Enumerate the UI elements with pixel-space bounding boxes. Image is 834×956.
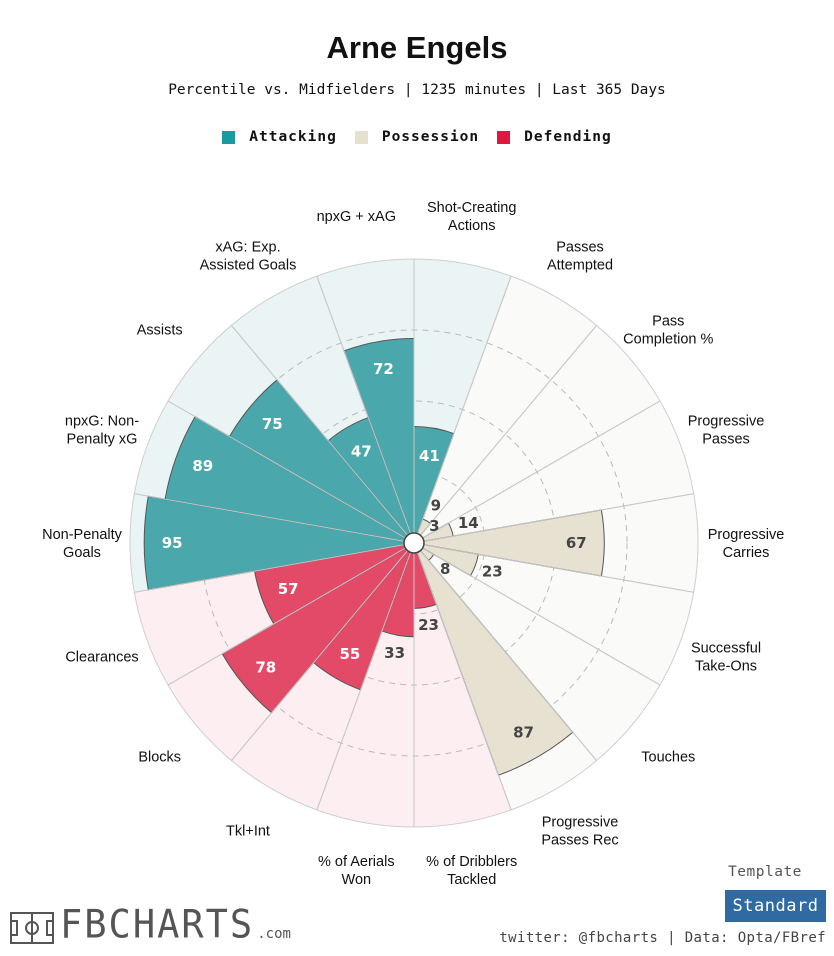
- value-label-progressive-passes: 14: [458, 514, 479, 532]
- value-label-progressive-carries: 67: [566, 534, 587, 552]
- value-label-non-penalty-goals: 95: [162, 534, 183, 552]
- category-label-touches: Touches: [641, 749, 695, 765]
- value-label-clearances: 57: [278, 580, 299, 598]
- value-label-assists: 75: [262, 415, 283, 433]
- category-label-non-penalty-goals: Non-Penalty Goals: [42, 527, 123, 561]
- legend-item-defending: Defending: [497, 129, 612, 145]
- sector-divider: [167, 542, 415, 686]
- category-label-npxg-non-penalty-xg: npxG: Non-Penalty xG: [65, 413, 139, 447]
- legend-label-attacking: Attacking: [249, 129, 337, 145]
- logo-dotcom: .com: [257, 926, 291, 942]
- category-label-tkl-int: Tkl+Int: [226, 824, 270, 840]
- category-label-progressive-passes: Progressive Passes: [688, 413, 765, 447]
- value-label-tkl-int: 55: [339, 645, 360, 663]
- value-label-shot-creating-actions: 41: [419, 447, 440, 465]
- legend-swatch-possession: [354, 130, 368, 144]
- sector-divider: [316, 542, 415, 811]
- chart-title: Arne Engels: [326, 30, 508, 65]
- value-label-pass-completion: 3: [429, 517, 439, 535]
- category-label-npxg-xag: npxG + xAG: [317, 209, 396, 225]
- sector-divider: [413, 542, 512, 811]
- value-label-passes-attempted: 9: [431, 496, 441, 514]
- sector-divider: [316, 275, 415, 544]
- sector-divider: [231, 542, 415, 761]
- sector-divider: [413, 542, 694, 593]
- credit-text: twitter: @fbcharts | Data: Opta/FBref: [499, 930, 826, 946]
- legend-label-defending: Defending: [524, 129, 612, 145]
- category-label-pass-completion: Pass Completion %: [623, 314, 713, 348]
- sector-divider: [167, 400, 415, 544]
- category-label-passes-attempted: Passes Attempted: [547, 240, 613, 274]
- value-label-successful-take-ons: 23: [482, 563, 503, 581]
- sector-divider: [413, 542, 661, 686]
- sector-divider: [134, 542, 415, 593]
- category-label-assists: Assists: [137, 323, 183, 339]
- value-label-npxg-non-penalty-xg: 89: [192, 457, 213, 475]
- value-label-touches: 8: [440, 560, 450, 578]
- value-label-of-aerials-won: 33: [384, 644, 405, 662]
- sector-divider: [413, 275, 512, 544]
- fbcharts-logo: FBCHARTS .com: [10, 904, 291, 944]
- value-label-blocks: 78: [255, 658, 276, 676]
- chart-subtitle: Percentile vs. Midfielders | 1235 minute…: [168, 82, 666, 98]
- pitch-icon: [10, 912, 54, 944]
- chart-category-labels: Shot-Creating Actions Passes Attempted Pass C…: [42, 200, 784, 888]
- sector-divider: [413, 493, 694, 544]
- category-label-progressive-passes-rec: Progressive Passes Rec: [541, 815, 618, 849]
- value-label-of-dribblers-tackled: 23: [418, 616, 439, 634]
- value-label-npxg-xag: 72: [373, 360, 394, 378]
- template-label: Template: [728, 864, 802, 880]
- legend-swatch-defending: [497, 130, 511, 144]
- category-label-of-aerials-won: % of Aerials Won: [318, 854, 395, 888]
- legend-label-possession: Possession: [381, 129, 480, 145]
- category-label-of-dribblers-tackled: % of Dribblers Tackled: [426, 854, 517, 888]
- chart-legend: Attacking Possession Defending: [0, 129, 834, 145]
- category-label-clearances: Clearances: [65, 650, 138, 666]
- logo-wordmark: FBCHARTS: [60, 901, 255, 948]
- chart-dividers: [134, 259, 694, 827]
- value-label-progressive-passes-rec: 87: [513, 724, 534, 742]
- sector-divider: [413, 325, 597, 544]
- sector-divider: [413, 400, 661, 544]
- value-label-xag-exp-assisted-goals: 47: [351, 443, 372, 461]
- category-label-blocks: Blocks: [138, 749, 181, 765]
- category-label-shot-creating-actions: Shot-Creating Actions: [427, 200, 516, 234]
- sector-divider: [134, 493, 415, 544]
- legend-item-possession: Possession: [354, 129, 480, 145]
- legend-swatch-attacking: [222, 130, 236, 144]
- sector-divider: [231, 325, 415, 544]
- category-label-successful-take-ons: Successful Take-Ons: [691, 641, 761, 675]
- legend-item-attacking: Attacking: [222, 129, 337, 145]
- chart-value-labels: 41 9 3 14 67 23 8 87 23 33 55 78 57 95 89 75 47 72: [162, 360, 587, 742]
- template-standard-button[interactable]: Standard: [725, 890, 826, 922]
- sector-divider: [413, 542, 597, 761]
- chart-center-hole: [403, 532, 425, 554]
- category-label-progressive-carries: Progressive Carries: [708, 527, 785, 561]
- category-label-xag-exp-assisted-goals: xAG: Exp. Assisted Goals: [200, 240, 297, 274]
